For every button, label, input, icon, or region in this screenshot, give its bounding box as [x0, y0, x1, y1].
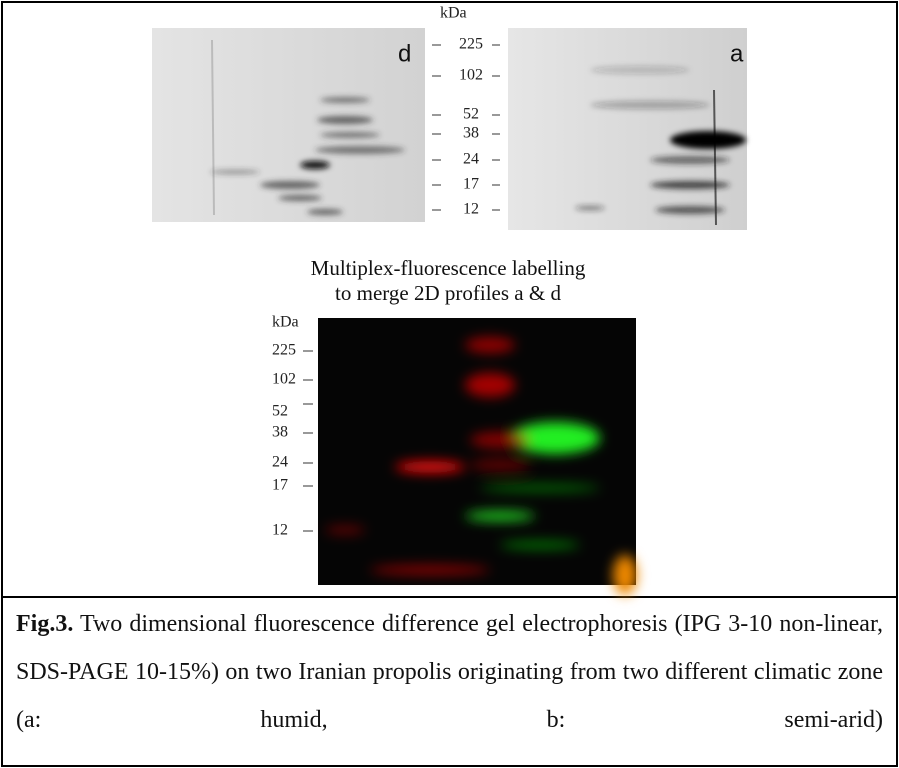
- marker-label: 102: [459, 67, 483, 84]
- caption-label: Fig.3.: [16, 611, 74, 637]
- marker-label: 225: [459, 36, 483, 53]
- unit-label: kDa: [272, 314, 299, 331]
- marker-ladder: 225 102 52 38 24 17 12: [432, 36, 500, 218]
- marker-label: 52: [272, 403, 288, 420]
- marker-label: 12: [272, 522, 288, 539]
- gel-d-image: d: [152, 28, 425, 222]
- gel-label: d: [398, 40, 411, 67]
- merged-gel-image: [318, 318, 637, 595]
- marker-ladder: 225 102 52 38 24 17 12: [272, 342, 313, 539]
- marker-label: 12: [463, 201, 479, 218]
- marker-label: 17: [272, 477, 288, 494]
- marker-label: 225: [272, 342, 296, 359]
- marker-label: 24: [272, 454, 288, 471]
- gel-label: a: [730, 40, 744, 67]
- marker-label: 24: [463, 151, 479, 168]
- marker-label: 38: [463, 125, 479, 142]
- marker-label: 102: [272, 371, 296, 388]
- panel-title: Multiplex-fluorescence labelling: [311, 256, 586, 280]
- unit-label: kDa: [440, 5, 467, 22]
- marker-label: 52: [463, 106, 479, 123]
- marker-label: 38: [272, 424, 288, 441]
- marker-label: 17: [463, 176, 479, 193]
- caption: Fig.3. Two dimensional fluorescence diff…: [16, 600, 883, 744]
- panel-title: to merge 2D profiles a & d: [335, 281, 561, 305]
- gel-a-image: a: [508, 28, 747, 230]
- caption-text: Two dimensional fluorescence difference …: [16, 611, 883, 733]
